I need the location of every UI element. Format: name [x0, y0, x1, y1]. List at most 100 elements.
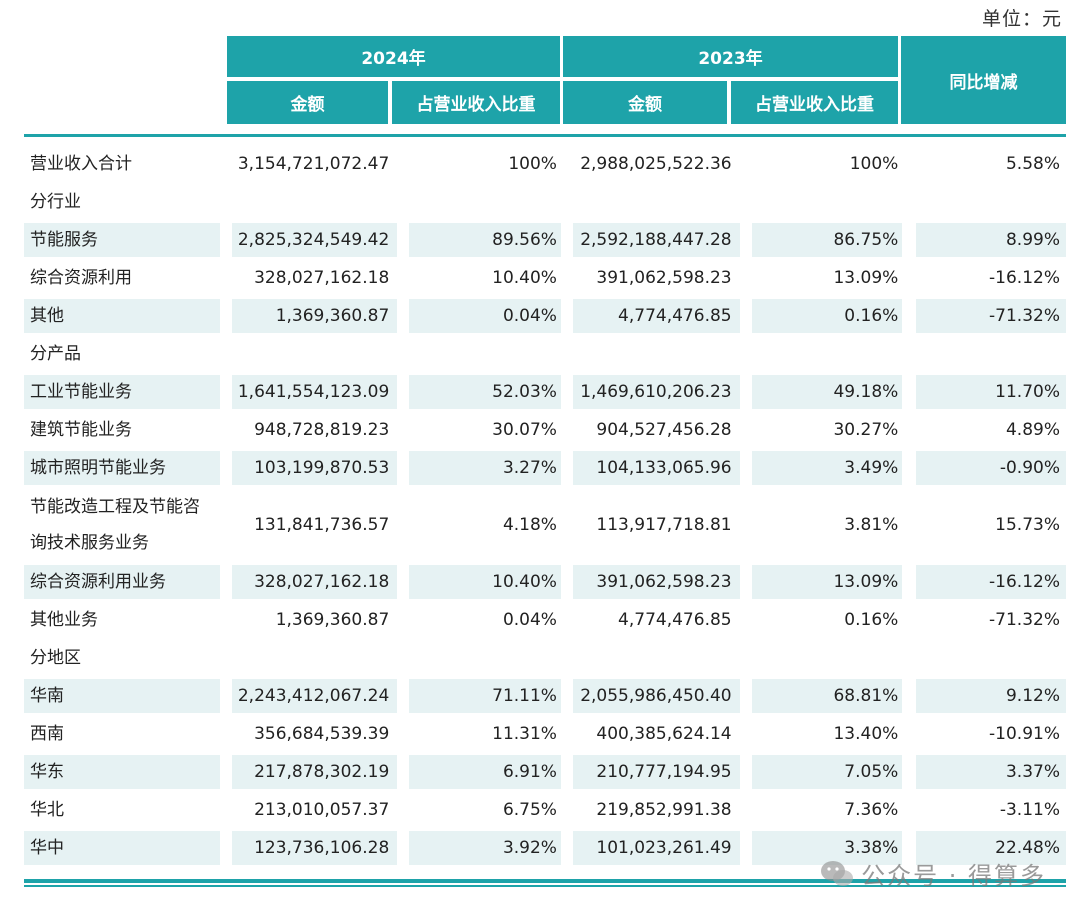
header-rule: [24, 134, 1066, 137]
amount-2024-cell: 123,736,106.28: [231, 831, 398, 865]
amount-2023-cell: 2,055,986,450.40: [572, 679, 740, 713]
ratio-2024-cell: 11.31%: [492, 724, 557, 744]
yoy-cell: 3.37%: [916, 755, 1066, 789]
amount-2024-cell: 356,684,539.39: [254, 724, 390, 744]
ratio-2024-cell: 89.56%: [409, 223, 561, 257]
ratio-2023-cell: 13.40%: [833, 724, 899, 744]
row-label: 其他业务: [30, 610, 98, 630]
category-label: 分行业: [30, 192, 81, 212]
header-ratio-2024: 占营业收入比重: [392, 81, 560, 124]
unit-label: 单位：元: [981, 8, 1062, 30]
ratio-2024-cell: 4.18%: [502, 515, 557, 535]
row-label: 华北: [30, 800, 64, 820]
header-yoy: 同比增减: [901, 36, 1066, 124]
category-row: 分行业: [24, 183, 1066, 221]
row-label: 华东: [24, 755, 220, 789]
ratio-2024-cell: 52.03%: [409, 375, 561, 409]
ratio-2024-cell: 3.27%: [409, 451, 561, 485]
amount-2024-cell: 948,728,819.23: [254, 420, 390, 440]
yoy-cell: 9.12%: [916, 679, 1066, 713]
yoy-cell: -0.90%: [916, 451, 1066, 485]
yoy-cell: 15.73%: [995, 515, 1060, 535]
row-label: 其他: [24, 299, 220, 333]
amount-2023-cell: 104,133,065.96: [572, 451, 740, 485]
amount-2024-cell: 328,027,162.18: [231, 565, 398, 599]
header-ratio-2023: 占营业收入比重: [731, 81, 898, 124]
table-row: 华东 217,878,302.19 6.91% 210,777,194.95 7.05%…: [24, 753, 1066, 791]
table-row: 西南 356,684,539.39 11.31% 400,385,624.14 13.4…: [24, 715, 1066, 753]
table-row: 综合资源利用 328,027,162.18 10.40% 391,062,598.23…: [24, 259, 1066, 297]
ratio-2023-cell: 3.81%: [844, 515, 899, 535]
amount-2024-cell: 1,641,554,123.09: [231, 375, 398, 409]
table-row: 城市照明节能业务 103,199,870.53 3.27% 104,133,065.9…: [24, 449, 1066, 487]
ratio-2024-cell: 100%: [508, 154, 557, 174]
ratio-2023-cell: 13.09%: [751, 565, 903, 599]
amount-2023-cell: 2,988,025,522.36: [580, 154, 732, 174]
amount-2024-cell: 3,154,721,072.47: [237, 154, 390, 174]
ratio-2023-cell: 0.16%: [751, 299, 903, 333]
ratio-2023-cell: 3.38%: [751, 831, 903, 865]
table-row: 综合资源利用业务 328,027,162.18 10.40% 391,062,598.…: [24, 563, 1066, 601]
ratio-2023-cell: 30.27%: [833, 420, 899, 440]
ratio-2023-cell: 7.36%: [844, 800, 899, 820]
row-label: 华中: [24, 831, 220, 865]
row-label: 综合资源利用业务: [24, 565, 220, 599]
amount-2023-cell: 2,592,188,447.28: [572, 223, 740, 257]
yoy-cell: 4.89%: [1005, 420, 1060, 440]
header-year-2023: 2023年: [563, 36, 898, 77]
row-label: 工业节能业务: [24, 375, 220, 409]
table-body: 营业收入合计 3,154,721,072.47 100% 2,988,025,522.…: [24, 145, 1066, 867]
table-row: 工业节能业务 1,641,554,123.09 52.03% 1,469,610,20…: [24, 373, 1066, 411]
ratio-2024-cell: 6.75%: [502, 800, 557, 820]
amount-2023-cell: 1,469,610,206.23: [572, 375, 740, 409]
yoy-cell: -71.32%: [916, 299, 1066, 333]
amount-2024-cell: 1,369,360.87: [231, 299, 398, 333]
table-row: 华中 123,736,106.28 3.92% 101,023,261.49 3.38%…: [24, 829, 1066, 867]
bottom-rule: [24, 879, 1066, 883]
category-row: 分产品: [24, 335, 1066, 373]
wechat-icon: [821, 860, 854, 886]
ratio-2023-cell: 0.16%: [844, 610, 899, 630]
amount-2023-cell: 101,023,261.49: [572, 831, 740, 865]
ratio-2024-cell: 30.07%: [492, 420, 557, 440]
ratio-2024-cell: 71.11%: [409, 679, 561, 713]
ratio-2023-cell: 7.05%: [751, 755, 903, 789]
table-row: 其他 1,369,360.87 0.04% 4,774,476.85 0.16% -71.…: [24, 297, 1066, 335]
ratio-2023-cell: 49.18%: [751, 375, 903, 409]
row-label: 建筑节能业务: [30, 420, 132, 440]
row-label: 城市照明节能业务: [24, 451, 220, 485]
table-row: 其他业务 1,369,360.87 0.04% 4,774,476.85 0.16% -7…: [24, 601, 1066, 639]
table-row: 建筑节能业务 948,728,819.23 30.07% 904,527,456.28…: [24, 411, 1066, 449]
row-label-line1: 节能改造工程及节能咨: [30, 497, 200, 517]
amount-2023-cell: 4,774,476.85: [618, 610, 732, 630]
ratio-2023-cell: 3.49%: [751, 451, 903, 485]
ratio-2024-cell: 3.92%: [409, 831, 561, 865]
amount-2024-cell: 131,841,736.57: [254, 515, 390, 535]
table-row: 华南 2,243,412,067.24 71.11% 2,055,986,450.40…: [24, 677, 1066, 715]
category-row: 分地区: [24, 639, 1066, 677]
revenue-table: 2024年 2023年 同比增减 金额 占营业收入比重 金额 占营业收入比重 营…: [24, 36, 1066, 887]
header-amount-2023: 金额: [563, 81, 727, 124]
amount-2024-cell: 1,369,360.87: [275, 610, 390, 630]
amount-2023-cell: 113,917,718.81: [596, 515, 732, 535]
yoy-cell: 5.58%: [1005, 154, 1060, 174]
row-label: 西南: [30, 724, 64, 744]
table-row: 营业收入合计 3,154,721,072.47 100% 2,988,025,522.…: [24, 145, 1066, 183]
ratio-2024-cell: 0.04%: [502, 610, 557, 630]
row-label: 节能服务: [24, 223, 220, 257]
table-row: 节能服务 2,825,324,549.42 89.56% 2,592,188,447.…: [24, 221, 1066, 259]
yoy-cell: 11.70%: [916, 375, 1066, 409]
yoy-cell: -3.11%: [999, 800, 1060, 820]
ratio-2023-cell: 68.81%: [751, 679, 903, 713]
yoy-cell: -16.12%: [989, 268, 1060, 288]
yoy-cell: -71.32%: [989, 610, 1060, 630]
ratio-2023-cell: 100%: [849, 154, 899, 174]
bottom-rule-thin: [24, 885, 1066, 887]
row-label-line2: 询技术服务业务: [30, 533, 149, 553]
ratio-2023-cell: 86.75%: [751, 223, 903, 257]
amount-2024-cell: 213,010,057.37: [254, 800, 390, 820]
amount-2024-cell: 328,027,162.18: [254, 268, 390, 288]
ratio-2024-cell: 10.40%: [409, 565, 561, 599]
header-year-2024: 2024年: [227, 36, 560, 77]
amount-2023-cell: 4,774,476.85: [572, 299, 740, 333]
